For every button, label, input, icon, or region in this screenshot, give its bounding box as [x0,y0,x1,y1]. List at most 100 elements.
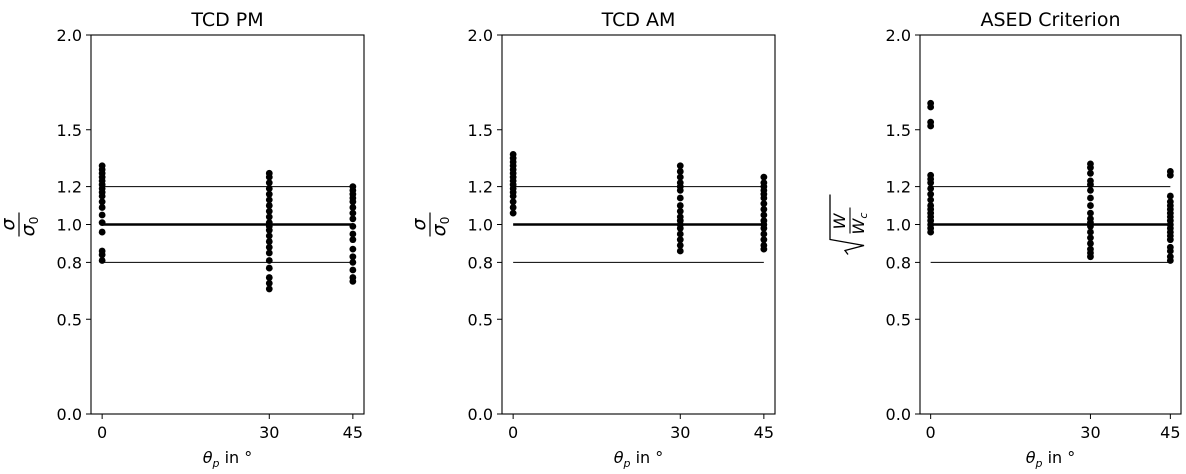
data-point [676,168,684,175]
data-point [760,230,768,238]
data-point [265,196,273,204]
data-point [265,213,273,221]
data-point [98,204,106,211]
series-x-45 [349,183,357,285]
x-tick-label: 30 [1080,423,1100,442]
data-point [760,179,768,187]
data-point [265,219,273,227]
data-point [1087,186,1094,194]
data-point [1166,168,1174,175]
data-point [349,183,357,191]
chart-panel-2: 0.0 0.5 0.8 1.0 1.2 1.5 2.0 0 30 45 TCD AM θp in ° σ… [408,9,776,470]
data-point [509,209,517,217]
y-tick-label: 1.5 [57,121,82,140]
data-point [676,162,684,170]
data-point [98,211,106,219]
data-point [98,257,106,264]
data-point [1166,198,1174,206]
data-point [349,230,357,238]
x-tick-label: 0 [926,423,936,442]
x-tick-label: 30 [670,423,690,442]
data-point [760,236,768,244]
data-point [265,190,273,198]
data-point [1087,160,1094,168]
data-point [98,247,106,255]
data-point [927,171,935,179]
data-point [1087,240,1094,247]
data-point [98,219,106,227]
data-point [1166,243,1174,251]
data-point [1087,215,1094,223]
x-tick-label: 45 [1160,423,1180,442]
y-tick-label: 0.8 [468,253,493,272]
data-point [927,196,935,204]
data-point [265,243,273,251]
y-axis-label: W Wc [829,194,870,255]
data-point [98,198,106,206]
y-tick-label: 0.0 [468,405,493,424]
data-point [1087,194,1094,202]
series-x-0 [98,162,106,264]
y-label-denominator: σ0 [428,217,452,237]
data-point [760,241,768,249]
data-point [676,236,684,244]
data-point [1087,234,1094,242]
chart-title: TCD PM [190,9,263,31]
chart-title: ASED Criterion [981,9,1121,31]
data-point [927,190,935,198]
data-point [349,209,357,217]
data-point [265,179,273,187]
y-label-numerator: σ [0,218,19,231]
data-point [676,202,684,209]
y-tick-label: 0.8 [57,253,82,272]
data-point [760,200,768,208]
y-tick-label: 2.0 [886,26,911,45]
data-point [676,179,684,187]
chart-panel-3: 0.0 0.5 0.8 1.0 1.2 1.5 2.0 0 30 45 ASED Criterion… [829,9,1182,470]
y-label-denominator: Wc [849,213,870,235]
y-label-sqrt-sign [829,194,865,255]
x-tick-label: 0 [508,423,518,442]
data-point [98,162,106,170]
data-point [265,249,273,257]
data-point [509,150,517,158]
y-tick-label: 0.5 [886,310,911,329]
x-axis-label: θp in ° [1026,448,1076,470]
data-point [1087,228,1094,236]
data-point [265,264,273,272]
x-tick-label: 45 [754,423,774,442]
data-point [349,236,357,244]
data-point [676,173,684,181]
data-point [98,228,106,236]
data-point [1087,202,1094,209]
data-point [676,241,684,249]
data-point [676,247,684,255]
data-point [1087,177,1094,185]
series-x-30 [1087,160,1094,261]
data-point [760,173,768,181]
data-point [760,217,768,225]
data-point [927,185,935,192]
data-point [1166,192,1174,200]
series-x-30 [676,162,684,255]
y-tick-label: 0.0 [57,405,82,424]
y-label-numerator: σ [408,218,430,231]
data-point [265,285,273,293]
data-point [349,253,357,261]
y-label-denominator: σ0 [17,217,41,237]
chart-title: TCD AM [601,9,676,31]
y-axis-label: σσ0 [0,212,41,237]
data-point [1087,209,1094,217]
series-x-0 [927,99,935,236]
data-point [265,185,273,192]
y-tick-label: 1.5 [886,121,911,140]
y-tick-label: 1.0 [57,216,82,235]
data-point [349,215,357,223]
y-tick-label: 1.2 [468,178,493,197]
data-point [349,222,357,230]
y-tick-label: 0.5 [468,310,493,329]
x-axis-label: θp in ° [614,448,664,470]
data-point [927,99,935,107]
data-point [349,266,357,274]
